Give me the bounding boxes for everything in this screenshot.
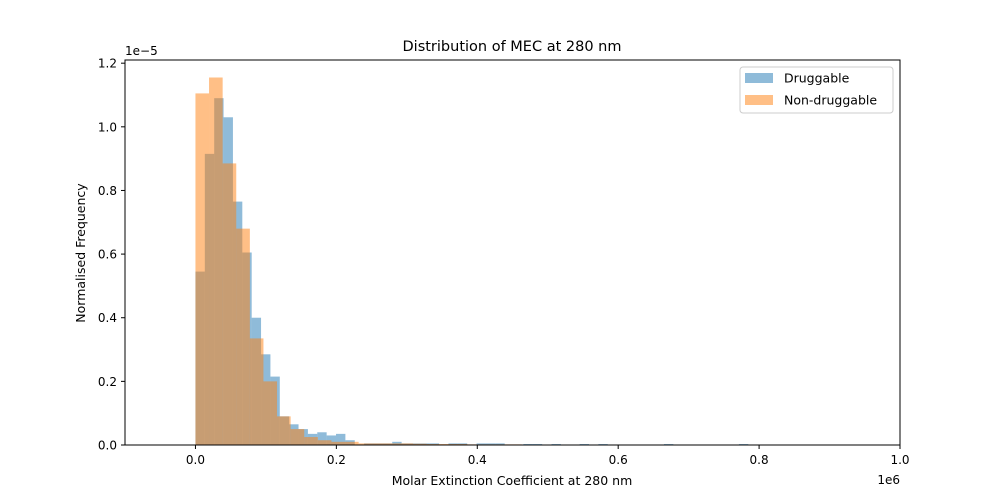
bar-druggable xyxy=(317,432,327,445)
y-offset-label: 1e−5 xyxy=(125,44,158,58)
x-tick-label: 0.6 xyxy=(609,453,628,467)
y-tick-label: 0.0 xyxy=(98,439,117,453)
x-axis-ticks: 0.0 0.2 0.4 0.6 0.8 1.0 xyxy=(186,445,910,467)
legend-swatch xyxy=(745,73,773,83)
x-tick-label: 0.4 xyxy=(468,453,487,467)
bar-non-druggable xyxy=(277,416,291,445)
bar-non-druggable xyxy=(385,443,400,445)
bar-druggable xyxy=(476,443,486,445)
plot-frame xyxy=(124,59,901,446)
bar-druggable xyxy=(495,443,505,445)
y-tick-label: 0.2 xyxy=(98,375,117,389)
x-tick-label: 1.0 xyxy=(890,453,909,467)
legend-swatch xyxy=(745,95,773,105)
bar-non-druggable xyxy=(195,93,210,445)
legend-label: Non-druggable xyxy=(784,93,877,108)
bar-non-druggable xyxy=(331,441,346,445)
y-tick-label: 0.4 xyxy=(98,311,117,325)
bar-non-druggable xyxy=(317,440,332,445)
x-axis-label: Molar Extinction Coefficient at 280 nm xyxy=(392,473,633,488)
bar-non-druggable xyxy=(249,338,264,445)
y-axis-ticks: 0.0 0.2 0.4 0.6 0.8 1.0 1.2 xyxy=(98,57,125,453)
legend: Druggable Non-druggable xyxy=(739,66,894,114)
chart-title: Distribution of MEC at 280 nm xyxy=(403,39,622,55)
bar-non-druggable xyxy=(399,443,414,445)
histogram-bars xyxy=(195,77,749,445)
bar-non-druggable xyxy=(413,443,427,445)
x-offset-label: 1e6 xyxy=(877,473,900,487)
bar-non-druggable xyxy=(372,443,386,445)
bar-non-druggable xyxy=(222,163,237,445)
bar-non-druggable xyxy=(263,381,278,445)
bar-non-druggable xyxy=(209,77,223,445)
legend-box xyxy=(739,66,894,114)
bar-non-druggable xyxy=(290,429,305,445)
plot-area xyxy=(124,59,901,446)
bar-non-druggable xyxy=(345,441,359,445)
y-axis-label: Normalised Frequency xyxy=(73,183,88,323)
bar-druggable xyxy=(336,433,346,445)
bar-non-druggable xyxy=(236,228,250,445)
x-tick-label: 0.0 xyxy=(186,453,205,467)
y-tick-label: 0.6 xyxy=(98,248,117,262)
bar-non-druggable xyxy=(304,437,318,445)
y-tick-label: 1.0 xyxy=(98,120,117,134)
legend-label: Druggable xyxy=(784,71,850,86)
x-tick-label: 0.8 xyxy=(750,453,769,467)
bar-druggable xyxy=(485,443,496,445)
y-tick-label: 1.2 xyxy=(98,57,117,71)
y-tick-label: 0.8 xyxy=(98,184,117,198)
bar-non-druggable xyxy=(358,443,373,445)
x-tick-label: 0.2 xyxy=(327,453,346,467)
